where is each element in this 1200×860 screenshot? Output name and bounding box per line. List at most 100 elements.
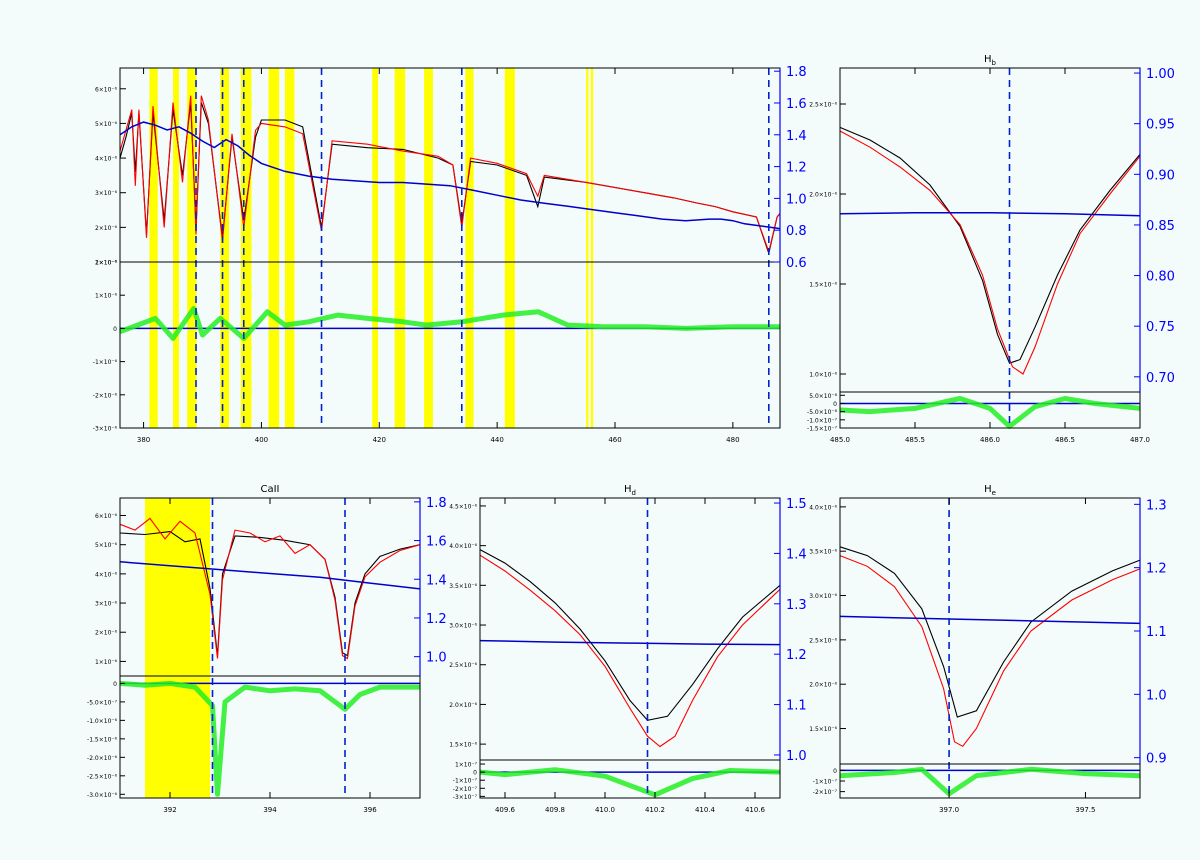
residual-tick-label: -1.0×10⁻⁶ [87, 718, 118, 725]
residual-line [119, 680, 420, 797]
panel-title: Hd [624, 484, 636, 497]
y-right-tick-label: 1.6 [786, 97, 807, 112]
x-tick-label: 397.0 [939, 806, 959, 814]
highlight-band [285, 68, 295, 428]
y-right-tick-label: 1.0 [426, 651, 447, 666]
series-continuum-line [119, 121, 781, 230]
residual-tick-label: -2.0×10⁻⁶ [87, 755, 118, 762]
residual-line [839, 766, 1141, 797]
y-right-tick-label: 0.8 [786, 224, 807, 239]
highlight-band [586, 68, 589, 428]
residual-tick-label: -1.5×10⁻⁷ [807, 426, 838, 433]
panel-hb: 485.0 485.5 486.0 486.5 487.0 1.0×10⁻⁶ 1.5×10⁻… [807, 54, 1175, 444]
residual-line [839, 396, 1141, 429]
highlight-band [394, 68, 406, 428]
y-tick-label: 3.0×10⁻⁶ [449, 623, 477, 630]
y-right-tick-label: 1.4 [786, 129, 807, 144]
series-model-line [119, 517, 421, 660]
y-tick-label: 4.5×10⁻⁶ [449, 503, 477, 510]
y-right-tick-label: 1.0 [786, 749, 807, 764]
highlight-band [424, 68, 433, 428]
series-model-line [839, 130, 1141, 375]
x-tick-label: 410.0 [595, 806, 615, 814]
y-right-tick-label: 1.3 [786, 598, 807, 613]
y-tick-label: 3.0×10⁻⁶ [809, 593, 837, 600]
y-right-tick-label: 0.80 [1146, 270, 1175, 285]
series-observed-line [839, 546, 1141, 718]
x-tick-label: 392 [163, 806, 176, 814]
y-tick-label: 4.0×10⁻⁶ [809, 504, 837, 511]
residual-tick-label: 1×10⁻⁶ [95, 293, 118, 300]
y-tick-label: 2.0×10⁻⁶ [449, 702, 477, 709]
y-tick-label: 6×10⁻⁶ [95, 513, 118, 520]
residual-tick-label: -1.5×10⁻⁶ [87, 736, 118, 743]
residual-tick-label: -2×10⁻⁷ [453, 786, 478, 793]
y-tick-label: 3.5×10⁻⁶ [449, 583, 477, 590]
highlight-band [465, 68, 474, 428]
y-right-tick-label: 1.2 [786, 161, 807, 176]
panel-title: Hb [984, 54, 997, 67]
highlight-band [240, 68, 252, 428]
series-model-line [119, 95, 781, 254]
residual-tick-label: -3.0×10⁻⁶ [87, 792, 118, 799]
y-right-tick-label: 1.2 [426, 612, 447, 627]
series-model-line [839, 555, 1141, 748]
residual-tick-label: 0 [113, 681, 117, 688]
series-continuum-line [479, 639, 781, 646]
highlight-band [220, 68, 230, 428]
residual-tick-label: -2×10⁻⁶ [93, 392, 118, 399]
y-right-tick-label: 1.6 [426, 535, 447, 550]
x-tick-label: 394 [263, 806, 277, 814]
y-tick-label: 1×10⁻⁶ [95, 260, 118, 267]
residual-tick-label: -2×10⁻⁷ [813, 789, 838, 796]
x-tick-label: 410.6 [745, 806, 766, 814]
residual-tick-label: -1×10⁻⁶ [93, 359, 118, 366]
x-tick-label: 460 [608, 436, 621, 444]
residual-tick-label: -5.0×10⁻⁷ [87, 699, 118, 706]
panel-title: He [984, 484, 996, 497]
residual-tick-label: 2×10⁻⁶ [95, 260, 118, 267]
x-tick-label: 397.5 [1075, 806, 1095, 814]
y-tick-label: 5×10⁻⁶ [95, 542, 118, 549]
plot-frame [839, 497, 1141, 765]
y-tick-label: 1.5×10⁻⁶ [809, 726, 837, 733]
residual-frame [839, 763, 1141, 799]
residual-tick-label: -1×10⁻⁷ [453, 778, 478, 785]
x-tick-label: 410.2 [645, 806, 665, 814]
x-tick-label: 410.4 [695, 806, 716, 814]
residual-tick-label: -5.0×10⁻⁸ [807, 409, 838, 416]
y-right-tick-label: 1.8 [426, 496, 447, 511]
y-right-tick-label: 1.3 [1146, 498, 1167, 513]
panel-he: 397.0 397.5 1.5×10⁻⁶ 2.0×10⁻⁶ 2.5×10⁻⁶ 3.0×10… [809, 484, 1166, 814]
y-tick-label: 2.5×10⁻⁶ [809, 637, 837, 644]
residual-frame [479, 759, 781, 799]
residual-line [119, 306, 780, 341]
series-continuum-line [119, 561, 421, 590]
y-right-tick-label: 1.00 [1146, 67, 1175, 82]
y-tick-label: 1.5×10⁻⁶ [809, 282, 837, 289]
plot-frame [839, 67, 1141, 393]
y-tick-label: 3×10⁻⁶ [95, 601, 118, 608]
residual-tick-label: 1×10⁻⁷ [455, 762, 478, 769]
y-right-tick-label: 1.2 [786, 648, 807, 663]
residual-tick-label: 0 [113, 326, 117, 333]
y-tick-label: 4×10⁻⁶ [95, 571, 118, 578]
series-continuum-line [839, 212, 1141, 217]
x-tick-label: 486.5 [1055, 436, 1075, 444]
residual-tick-label: 5.0×10⁻⁸ [809, 393, 837, 400]
highlight-band [187, 68, 197, 428]
y-right-tick-label: 1.4 [426, 573, 447, 588]
residual-tick-label: -1.0×10⁻⁷ [807, 417, 838, 424]
x-tick-label: 409.6 [495, 806, 516, 814]
x-tick-label: 380 [137, 436, 150, 444]
y-tick-label: 2.5×10⁻⁶ [449, 662, 477, 669]
y-right-tick-label: 0.85 [1146, 219, 1175, 234]
series-observed-line [839, 126, 1141, 364]
series-observed-line [479, 549, 781, 721]
x-tick-label: 486.0 [980, 436, 1000, 444]
y-tick-label: 4×10⁻⁶ [95, 156, 118, 163]
panel-title: CaII [260, 484, 279, 495]
residual-tick-label: 0 [833, 768, 837, 775]
residual-tick-label: -2.5×10⁻⁶ [87, 773, 118, 780]
